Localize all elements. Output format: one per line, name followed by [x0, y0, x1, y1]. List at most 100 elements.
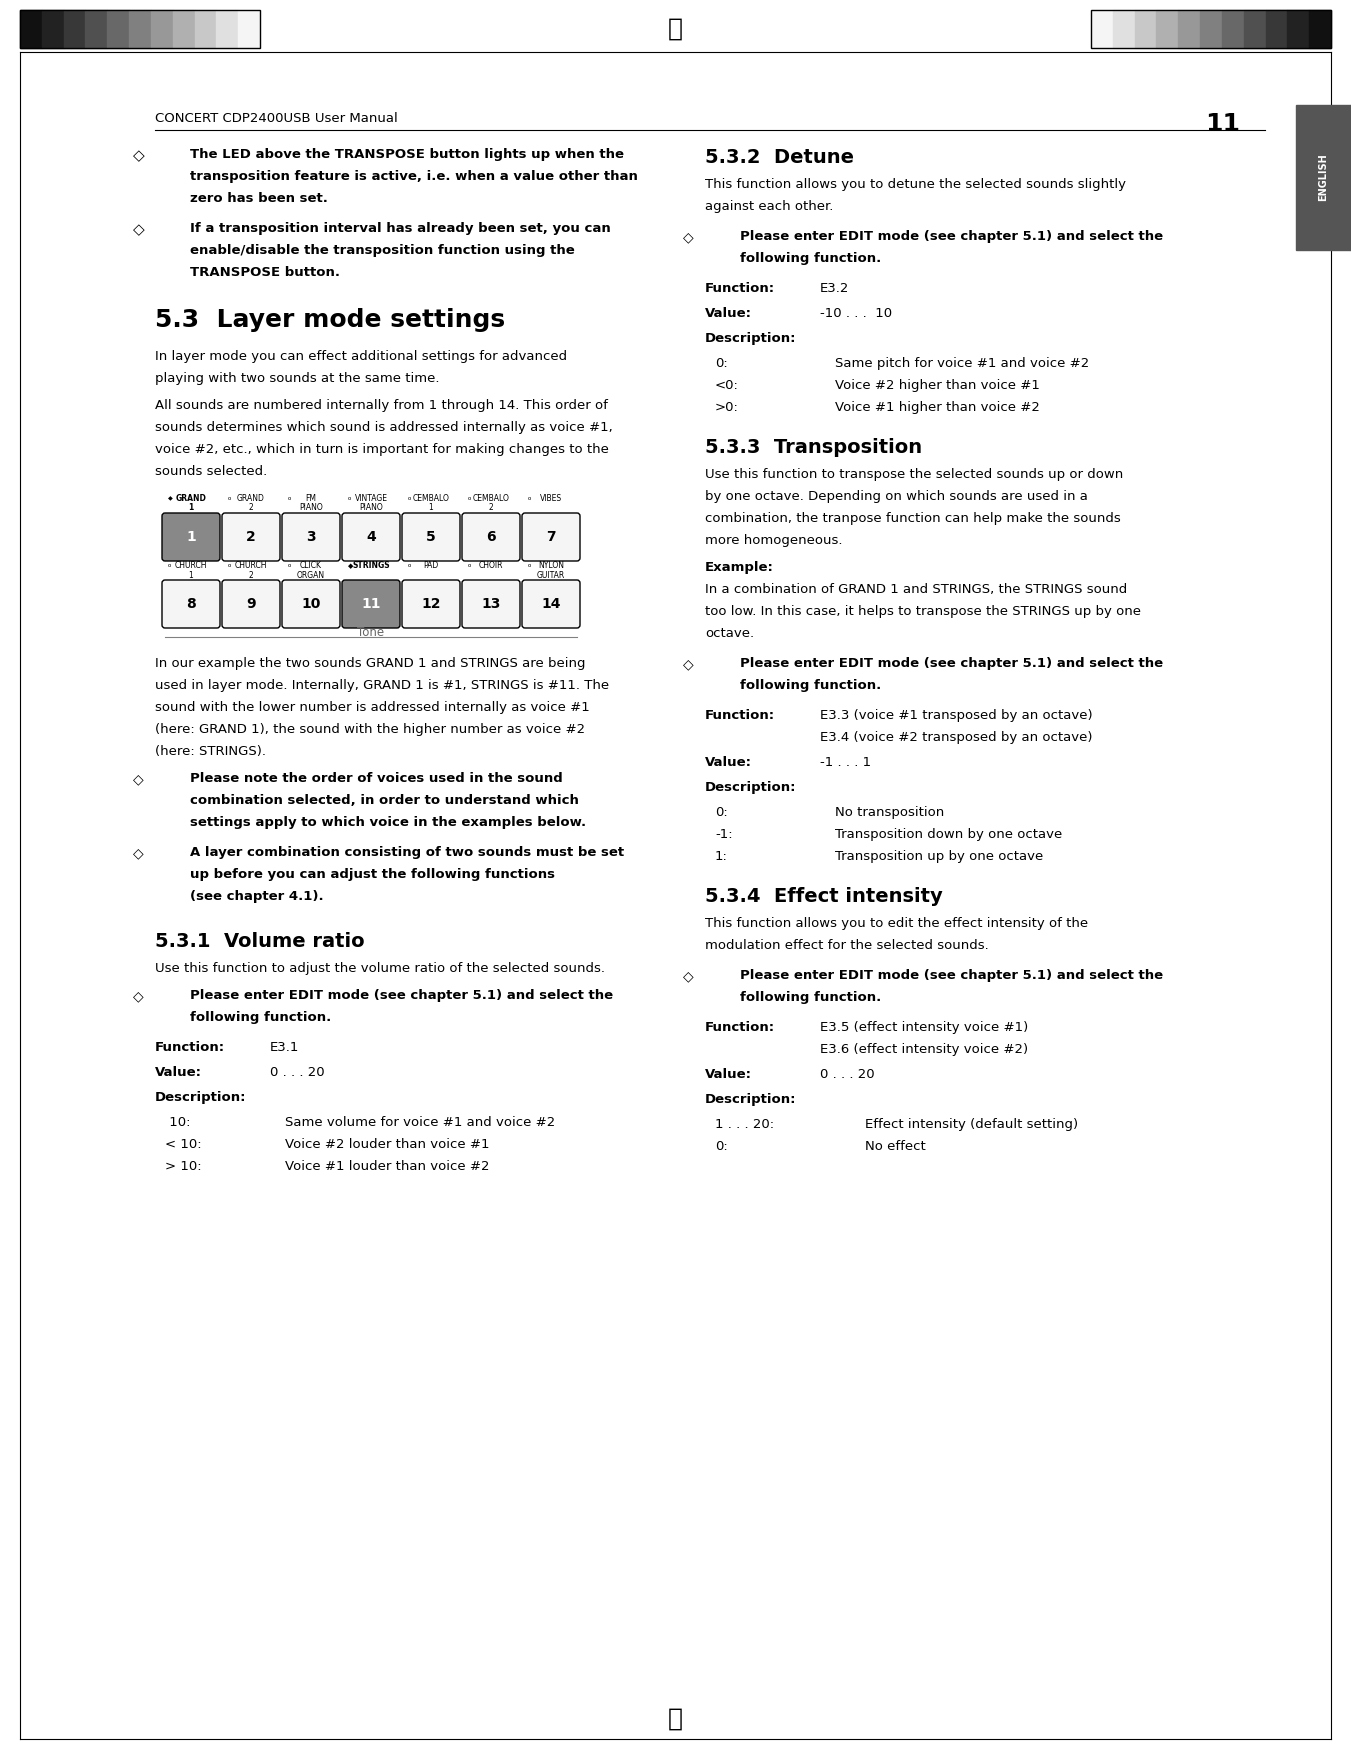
FancyBboxPatch shape	[222, 514, 280, 561]
Text: CHURCH: CHURCH	[174, 561, 207, 570]
Text: Voice #1 louder than voice #2: Voice #1 louder than voice #2	[285, 1159, 489, 1173]
Text: following function.: following function.	[740, 990, 881, 1004]
Text: -10 . . .  10: -10 . . . 10	[820, 308, 892, 320]
Bar	[20, 11, 259, 47]
Text: (see chapter 4.1).: (see chapter 4.1).	[190, 890, 324, 902]
Text: Voice #2 louder than voice #1: Voice #2 louder than voice #1	[285, 1138, 489, 1150]
Text: sound with the lower number is addressed internally as voice #1: sound with the lower number is addressed…	[155, 702, 590, 714]
Text: settings apply to which voice in the examples below.: settings apply to which voice in the exa…	[190, 816, 586, 828]
Text: In our example the two sounds GRAND 1 and STRINGS are being: In our example the two sounds GRAND 1 an…	[155, 658, 585, 670]
Text: GRAND: GRAND	[176, 494, 207, 503]
FancyBboxPatch shape	[342, 580, 400, 628]
Text: 0 . . . 20: 0 . . . 20	[270, 1066, 324, 1078]
Text: octave.: octave.	[705, 626, 754, 640]
Text: enable/disable the transposition function using the: enable/disable the transposition functio…	[190, 245, 574, 257]
Text: Description:: Description:	[705, 1092, 797, 1106]
Text: 0:: 0:	[715, 806, 728, 820]
Text: o: o	[288, 563, 292, 568]
Text: transposition feature is active, i.e. when a value other than: transposition feature is active, i.e. wh…	[190, 171, 638, 183]
FancyBboxPatch shape	[521, 514, 580, 561]
Text: modulation effect for the selected sounds.: modulation effect for the selected sound…	[705, 939, 989, 952]
Text: Function:: Function:	[705, 1020, 775, 1034]
Text: Description:: Description:	[705, 781, 797, 793]
Text: 1 . . . 20:: 1 . . . 20:	[715, 1119, 774, 1131]
Text: CONCERT CDP2400USB User Manual: CONCERT CDP2400USB User Manual	[155, 113, 397, 125]
Bar	[63, 11, 85, 47]
Text: Please enter EDIT mode (see chapter 5.1) and select the: Please enter EDIT mode (see chapter 5.1)…	[740, 230, 1163, 243]
Text: o: o	[349, 496, 351, 501]
Bar	[1309, 11, 1331, 47]
Bar	[1221, 11, 1244, 47]
Text: PAD: PAD	[423, 561, 439, 570]
Text: GRAND: GRAND	[236, 494, 265, 503]
Text: STRINGS: STRINGS	[353, 561, 390, 570]
Text: PIANO: PIANO	[299, 503, 323, 512]
Text: 1: 1	[428, 503, 434, 512]
Text: ⌖: ⌖	[667, 1706, 682, 1731]
Text: >0:: >0:	[715, 401, 739, 413]
FancyBboxPatch shape	[162, 580, 220, 628]
Text: VIBES: VIBES	[540, 494, 562, 503]
Text: CLICK: CLICK	[300, 561, 322, 570]
Bar	[195, 11, 216, 47]
Text: 14: 14	[542, 596, 561, 610]
Text: CHOIR: CHOIR	[478, 561, 504, 570]
Text: No effect: No effect	[865, 1140, 925, 1152]
Text: ◇: ◇	[132, 772, 143, 786]
Text: Function:: Function:	[705, 709, 775, 721]
Text: Tone: Tone	[358, 626, 385, 639]
Text: ◇: ◇	[132, 222, 145, 237]
Text: (here: STRINGS).: (here: STRINGS).	[155, 746, 266, 758]
Text: zero has been set.: zero has been set.	[190, 192, 328, 206]
Bar	[1266, 11, 1288, 47]
Text: sounds selected.: sounds selected.	[155, 464, 267, 478]
Bar	[173, 11, 195, 47]
Text: < 10:: < 10:	[165, 1138, 201, 1150]
Text: by one octave. Depending on which sounds are used in a: by one octave. Depending on which sounds…	[705, 491, 1088, 503]
Text: Description:: Description:	[705, 332, 797, 345]
Text: 5.3.1  Volume ratio: 5.3.1 Volume ratio	[155, 932, 365, 952]
Text: 1:: 1:	[715, 850, 728, 864]
Text: 0 . . . 20: 0 . . . 20	[820, 1068, 874, 1082]
Text: ORGAN: ORGAN	[297, 572, 326, 580]
Text: E3.5 (effect intensity voice #1): E3.5 (effect intensity voice #1)	[820, 1020, 1028, 1034]
Bar	[1092, 11, 1331, 47]
FancyBboxPatch shape	[222, 580, 280, 628]
Text: ◇: ◇	[684, 969, 693, 983]
Text: Example:: Example:	[705, 561, 774, 573]
Text: 11: 11	[1205, 113, 1240, 135]
Text: Please enter EDIT mode (see chapter 5.1) and select the: Please enter EDIT mode (see chapter 5.1)…	[740, 969, 1163, 982]
Text: E3.2: E3.2	[820, 281, 850, 296]
Bar	[1135, 11, 1156, 47]
Text: 9: 9	[246, 596, 255, 610]
Text: The LED above the TRANSPOSE button lights up when the: The LED above the TRANSPOSE button light…	[190, 148, 624, 162]
Text: 0:: 0:	[715, 1140, 728, 1152]
Text: All sounds are numbered internally from 1 through 14. This order of: All sounds are numbered internally from …	[155, 399, 608, 412]
Text: Please enter EDIT mode (see chapter 5.1) and select the: Please enter EDIT mode (see chapter 5.1)…	[740, 658, 1163, 670]
Text: PIANO: PIANO	[359, 503, 382, 512]
Text: Please enter EDIT mode (see chapter 5.1) and select the: Please enter EDIT mode (see chapter 5.1)…	[190, 989, 613, 1003]
Text: combination, the tranpose function can help make the sounds: combination, the tranpose function can h…	[705, 512, 1121, 524]
Text: Use this function to transpose the selected sounds up or down: Use this function to transpose the selec…	[705, 468, 1123, 480]
Text: o: o	[408, 563, 411, 568]
Text: o: o	[467, 496, 471, 501]
Text: CEMBALO: CEMBALO	[473, 494, 509, 503]
Text: 5.3.4  Effect intensity: 5.3.4 Effect intensity	[705, 887, 943, 906]
Text: -1 . . . 1: -1 . . . 1	[820, 756, 871, 769]
Text: FM: FM	[305, 494, 316, 503]
Text: Same pitch for voice #1 and voice #2: Same pitch for voice #1 and voice #2	[835, 357, 1089, 369]
Text: ◇: ◇	[684, 658, 693, 670]
Text: 2: 2	[249, 503, 254, 512]
Bar	[1288, 11, 1309, 47]
Text: ◆: ◆	[349, 563, 354, 568]
Text: 10: 10	[301, 596, 320, 610]
Text: Function:: Function:	[705, 281, 775, 296]
Text: If a transposition interval has already been set, you can: If a transposition interval has already …	[190, 222, 611, 236]
Bar	[1296, 106, 1351, 250]
Text: ◇: ◇	[132, 846, 143, 860]
Text: 12: 12	[422, 596, 440, 610]
Text: No transposition: No transposition	[835, 806, 944, 820]
Text: > 10:: > 10:	[165, 1159, 201, 1173]
Text: o: o	[288, 496, 292, 501]
Bar	[20, 11, 42, 47]
